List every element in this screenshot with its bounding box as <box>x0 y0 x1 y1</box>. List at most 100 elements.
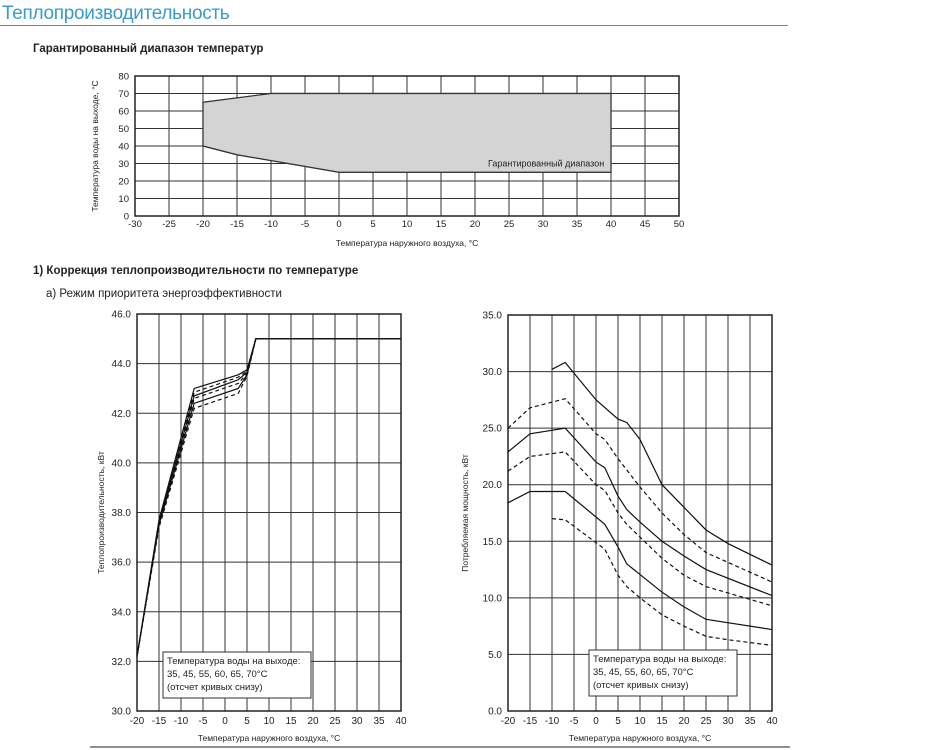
y-tick-label: 40 <box>118 142 129 153</box>
y-tick-label: 15.0 <box>483 537 503 548</box>
y-tick-label: 46.0 <box>112 310 132 321</box>
y-tick-label: 36.0 <box>112 558 132 569</box>
y-tick-label: 40.0 <box>112 458 132 469</box>
x-tick-label: 0 <box>222 716 228 727</box>
series-line-70c <box>136 338 401 657</box>
y-tick-label: 70 <box>118 89 129 100</box>
y-axis-label: Теплопроизводительность, кВт <box>96 451 106 574</box>
x-tick-label: 25 <box>329 716 341 727</box>
chart-1: Гарантированный диапазон -30 -25 -20 -15 -10 -… <box>90 72 684 249</box>
y-tick-label: 42.0 <box>112 409 132 420</box>
chart-2: -20 -15 -10 -5 0 5 10 15 20 25 30 35 40 30.0 32.0 34.0 3… <box>96 310 407 744</box>
x-tick-label: -10 <box>264 219 278 230</box>
x-tick-label: 15 <box>285 716 297 727</box>
legend-text: 35, 45, 55, 60, 65, 70°C <box>167 669 268 680</box>
x-tick-label: -5 <box>570 716 579 727</box>
efficiency-mode-subheading: а) Режим приоритета энергоэффективности <box>46 288 282 300</box>
x-tick-label: 15 <box>436 219 447 230</box>
x-tick-label: -5 <box>301 219 309 230</box>
x-tick-label: 20 <box>470 219 481 230</box>
y-tick-label: 30 <box>118 159 129 170</box>
x-tick-label: -20 <box>130 716 145 727</box>
x-tick-label: -15 <box>230 219 244 230</box>
series-line-70c <box>551 361 773 566</box>
x-tick-label: 15 <box>656 716 668 727</box>
x-tick-label: -15 <box>152 716 167 727</box>
y-tick-label: 80 <box>118 72 129 83</box>
legend-box <box>588 649 738 697</box>
plot-frame <box>136 313 402 712</box>
x-tick-label: 25 <box>700 716 712 727</box>
x-axis-label: Температура наружного воздуха, °C <box>569 733 711 743</box>
legend-text: 35, 45, 55, 60, 65, 70°C <box>593 667 694 678</box>
x-tick-label: 50 <box>674 219 685 230</box>
plot-frame <box>134 75 680 217</box>
y-tick-label: 10.0 <box>483 593 503 604</box>
page-title: Теплопроизводительность <box>2 3 230 24</box>
y-tick-label: 10 <box>118 194 129 205</box>
x-tick-label: -20 <box>196 219 210 230</box>
x-axis-label: Температура наружного воздуха, °C <box>198 733 340 743</box>
y-tick-label: 5.0 <box>488 650 502 661</box>
x-tick-label: 5 <box>615 716 621 727</box>
legend-text: Температура воды на выходе: <box>593 654 726 665</box>
x-tick-label: 30 <box>538 219 549 230</box>
legend-text: (отсчет кривых снизу) <box>593 680 689 691</box>
title-divider <box>0 25 788 26</box>
x-tick-label: 0 <box>336 219 341 230</box>
y-axis-label: Температура воды на выходе, °C <box>90 80 100 211</box>
y-axis-label: Потребляемая мощность, кВт <box>460 454 470 572</box>
y-tick-label: 0.0 <box>488 707 502 718</box>
x-tick-label: 25 <box>504 219 515 230</box>
chart-3: -20 -15 -10 -5 0 5 10 15 20 25 30 35 40 0.0 5.0 10.0 15.… <box>460 311 778 744</box>
x-tick-label: 5 <box>370 219 375 230</box>
x-tick-label: 30 <box>722 716 734 727</box>
x-tick-label: 20 <box>307 716 319 727</box>
x-tick-label: -30 <box>128 219 142 230</box>
y-tick-label: 30.0 <box>483 367 503 378</box>
y-tick-label: 20 <box>118 177 129 188</box>
x-tick-label: -25 <box>162 219 176 230</box>
x-tick-label: 10 <box>263 716 275 727</box>
x-axis-label: Температура наружного воздуха, °C <box>336 238 478 248</box>
x-tick-label: 45 <box>640 219 651 230</box>
x-tick-label: 35 <box>373 716 385 727</box>
y-tick-label: 32.0 <box>112 657 132 668</box>
y-tick-label: 44.0 <box>112 359 132 370</box>
y-tick-label: 34.0 <box>112 607 132 618</box>
x-tick-label: -15 <box>523 716 538 727</box>
guaranteed-range-area <box>202 92 612 173</box>
y-tick-label: 38.0 <box>112 508 132 519</box>
x-tick-label: 40 <box>606 219 617 230</box>
series-line-55c <box>507 451 773 607</box>
x-tick-label: 40 <box>395 716 407 727</box>
y-tick-label: 20.0 <box>483 480 503 491</box>
x-tick-label: 10 <box>634 716 646 727</box>
series-line-65c <box>507 398 773 583</box>
region-label: Гарантированный диапазон <box>488 159 604 169</box>
y-tick-label: 0 <box>124 212 129 223</box>
y-tick-label: 35.0 <box>483 311 503 322</box>
x-tick-label: 10 <box>402 219 413 230</box>
x-tick-label: 35 <box>744 716 756 727</box>
legend-text: Температура воды на выходе: <box>167 656 300 667</box>
x-tick-label: -10 <box>174 716 189 727</box>
correction-section-heading: 1) Коррекция теплопроизводительности по … <box>33 265 359 277</box>
x-tick-label: 0 <box>593 716 599 727</box>
y-tick-label: 30.0 <box>112 707 132 718</box>
y-tick-label: 60 <box>118 107 129 118</box>
y-tick-label: 25.0 <box>483 424 503 435</box>
y-tick-label: 50 <box>118 124 129 135</box>
x-tick-label: -10 <box>545 716 560 727</box>
series-line-45c <box>507 490 773 631</box>
x-tick-label: 30 <box>351 716 363 727</box>
x-tick-label: 35 <box>572 219 583 230</box>
x-tick-label: 20 <box>678 716 690 727</box>
legend-text: (отсчет кривых снизу) <box>167 682 263 693</box>
x-tick-label: 40 <box>766 716 778 727</box>
x-tick-label: -20 <box>501 716 516 727</box>
legend-box <box>162 651 312 699</box>
series-line-60c <box>507 427 773 597</box>
x-tick-label: 5 <box>244 716 250 727</box>
